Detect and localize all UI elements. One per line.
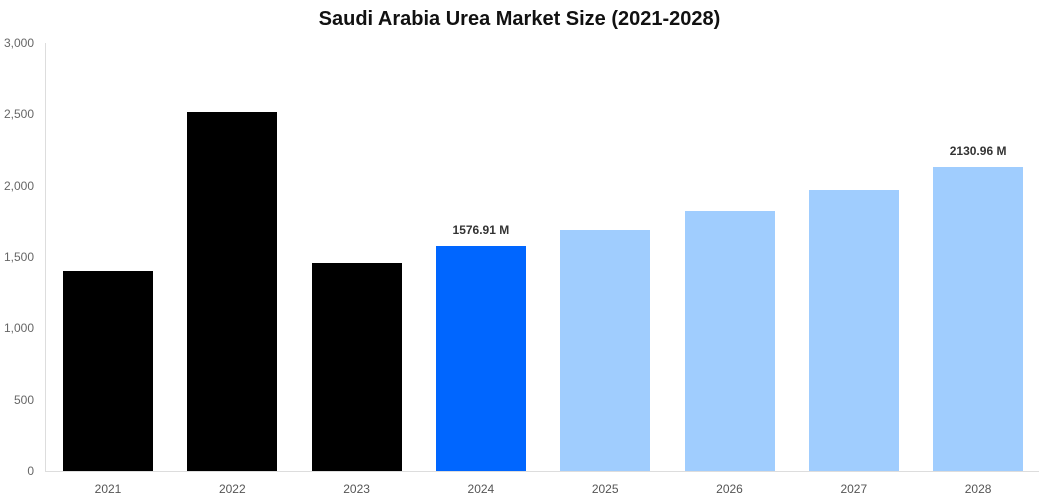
y-tick-label: 3,000 [3, 36, 34, 50]
y-tick-label: 1,000 [3, 321, 34, 336]
bar-2022[interactable] [187, 112, 278, 471]
y-tick-label: 500 [13, 392, 34, 407]
x-tick-label: 2024 [467, 482, 495, 496]
x-tick-label: 2028 [964, 482, 992, 496]
x-tick-label: 2027 [840, 482, 868, 496]
x-tick-label: 2022 [218, 482, 246, 496]
bar-2025[interactable] [560, 230, 651, 471]
y-tick-label: 2,500 [3, 107, 34, 122]
y-tick-label: 2,000 [3, 178, 34, 193]
y-axis-line [45, 43, 46, 471]
bar-value-label: 2130.96 M [949, 143, 1007, 158]
y-tick-label: 1,500 [3, 250, 34, 264]
bar-2021[interactable] [63, 270, 153, 471]
x-tick-label: 2026 [716, 482, 743, 496]
bar-2024[interactable] [435, 246, 526, 471]
x-axis-line [45, 471, 1039, 472]
bar-2028[interactable] [933, 166, 1024, 471]
bar-2023[interactable] [311, 263, 402, 471]
bar-value-label: 1576.91 M [452, 223, 510, 238]
x-tick-label: 2025 [591, 482, 619, 496]
x-tick-label: 2023 [343, 482, 370, 496]
x-tick-label: 2021 [94, 482, 122, 496]
chart-title: Saudi Arabia Urea Market Size (2021-2028… [318, 8, 721, 30]
y-tick-label: 0 [27, 464, 34, 478]
bar-2027[interactable] [808, 190, 899, 471]
plot-area: 1576.91 M 2130.96 M [45, 43, 1039, 471]
bar-2026[interactable] [684, 211, 775, 471]
